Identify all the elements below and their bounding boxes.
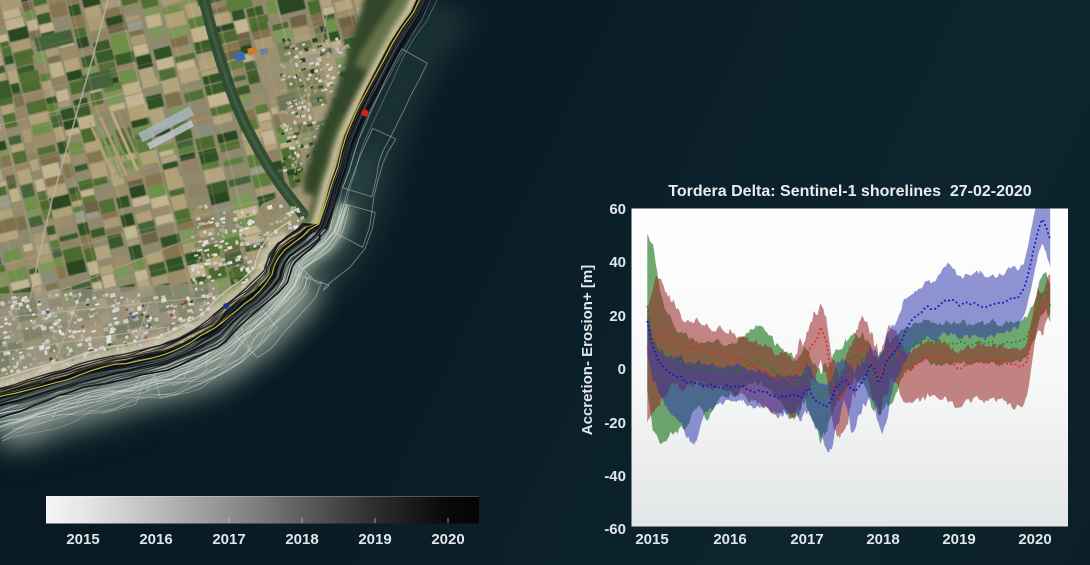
svg-text:-40: -40 — [604, 468, 626, 485]
svg-text:2017: 2017 — [790, 531, 823, 548]
svg-text:-60: -60 — [604, 521, 626, 538]
svg-text:2016: 2016 — [713, 531, 746, 548]
svg-text:40: 40 — [609, 254, 626, 271]
svg-text:Tordera Delta: Sentinel-1 shor: Tordera Delta: Sentinel-1 shorelines 27-… — [668, 183, 1032, 200]
svg-text:2018: 2018 — [285, 531, 318, 548]
svg-text:60: 60 — [609, 201, 626, 218]
svg-text:-20: -20 — [604, 415, 626, 432]
svg-text:2019: 2019 — [942, 531, 975, 548]
svg-text:2017: 2017 — [212, 531, 245, 548]
svg-text:2015: 2015 — [635, 531, 668, 548]
svg-text:2015: 2015 — [66, 531, 99, 548]
svg-text:2016: 2016 — [139, 531, 172, 548]
svg-text:0: 0 — [618, 361, 626, 378]
svg-text:2020: 2020 — [431, 531, 464, 548]
svg-text:2020: 2020 — [1018, 531, 1051, 548]
svg-text:2019: 2019 — [358, 531, 391, 548]
svg-text:2018: 2018 — [866, 531, 899, 548]
svg-text:Accretion- Erosion+ [m]: Accretion- Erosion+ [m] — [579, 265, 596, 435]
svg-text:20: 20 — [609, 308, 626, 325]
